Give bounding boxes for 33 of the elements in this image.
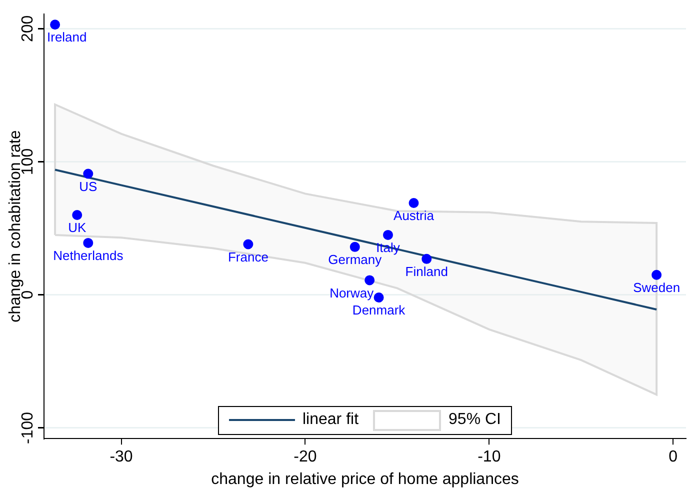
annotation: Austria	[394, 208, 435, 224]
x-tick-label: -30	[110, 448, 133, 466]
legend-label: linear fit	[302, 411, 359, 430]
annotation: Norway	[330, 285, 374, 300]
annotation: Denmark	[352, 302, 406, 318]
x-axis-title: change in relative price of home appliances	[211, 470, 519, 488]
x-tick-label: -20	[294, 448, 317, 466]
annotation: Netherlands	[53, 248, 124, 264]
point	[72, 210, 82, 220]
point	[350, 242, 360, 252]
annotation: UK	[68, 220, 86, 236]
point	[408, 198, 419, 208]
point	[652, 270, 662, 280]
x-tick-label: -10	[478, 448, 501, 466]
point	[364, 275, 375, 286]
point	[374, 292, 384, 303]
y-tick-label: -100	[19, 412, 36, 444]
annotation: 95% CI	[448, 411, 501, 430]
annotation: Sweden	[633, 280, 680, 295]
y-tick-label: 200	[19, 15, 36, 42]
annotation: Ireland	[47, 30, 87, 45]
point	[422, 254, 432, 264]
point	[83, 168, 94, 179]
point	[382, 230, 393, 240]
annotation: Finland	[405, 264, 448, 279]
y-tick-label: 0	[19, 290, 36, 300]
x-tick-label: 0	[668, 448, 678, 466]
annotation: US	[79, 178, 98, 194]
point	[50, 20, 60, 30]
point	[83, 238, 94, 248]
point	[243, 239, 254, 250]
annotation: Germany	[328, 252, 382, 268]
annotation: France	[228, 249, 268, 264]
